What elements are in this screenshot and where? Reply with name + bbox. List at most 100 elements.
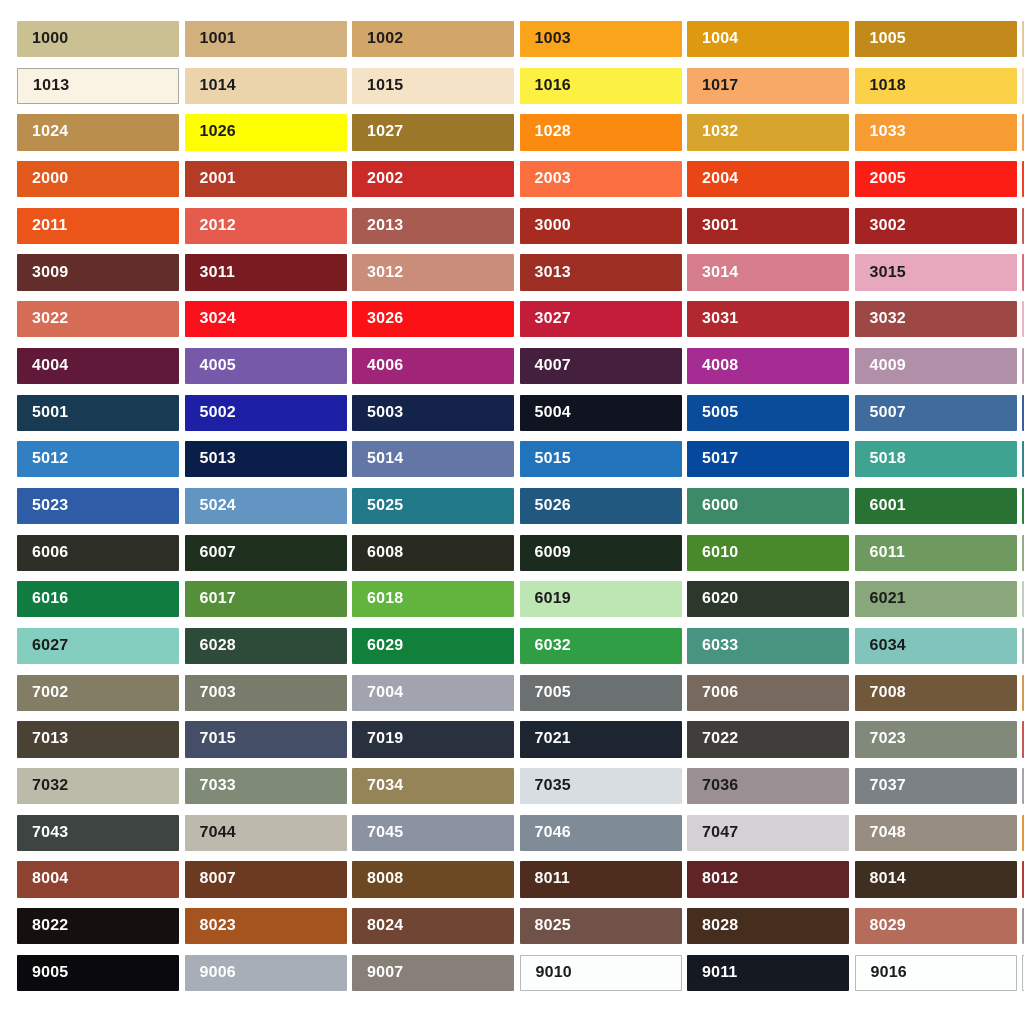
color-swatch-8008[interactable]: 8008 (352, 861, 514, 898)
color-swatch-6010[interactable]: 6010 (687, 534, 849, 571)
color-swatch-6017[interactable]: 6017 (184, 581, 347, 618)
color-swatch-8011[interactable]: 8011 (519, 861, 682, 898)
color-swatch-2001[interactable]: 2001 (184, 161, 347, 198)
color-swatch-6027[interactable]: 6027 (17, 627, 179, 665)
color-swatch-3027[interactable]: 3027 (519, 301, 682, 338)
color-swatch-5013[interactable]: 5013 (184, 441, 347, 478)
color-swatch-7046[interactable]: 7046 (519, 814, 682, 851)
color-swatch-2005[interactable]: 2005 (854, 161, 1017, 198)
color-swatch-partial[interactable] (1022, 161, 1024, 198)
color-swatch-1018[interactable]: 1018 (854, 67, 1017, 104)
color-swatch-7048[interactable]: 7048 (854, 814, 1017, 851)
color-swatch-partial[interactable] (1022, 861, 1024, 898)
color-swatch-7045[interactable]: 7045 (352, 814, 514, 851)
color-swatch-8014[interactable]: 8014 (854, 861, 1017, 898)
color-swatch-7022[interactable]: 7022 (687, 721, 849, 758)
color-swatch-partial[interactable] (1022, 768, 1024, 805)
color-swatch-7004[interactable]: 7004 (352, 674, 514, 711)
color-swatch-partial[interactable] (1022, 581, 1024, 618)
color-swatch-partial[interactable] (1022, 674, 1024, 711)
color-swatch-3013[interactable]: 3013 (519, 254, 682, 291)
color-swatch-1000[interactable]: 1000 (17, 21, 179, 58)
color-swatch-7036[interactable]: 7036 (687, 768, 849, 805)
color-swatch-8023[interactable]: 8023 (184, 908, 347, 945)
color-swatch-7023[interactable]: 7023 (854, 721, 1017, 758)
color-swatch-6001[interactable]: 6001 (854, 487, 1017, 525)
color-swatch-6034[interactable]: 6034 (854, 627, 1017, 665)
color-swatch-5001[interactable]: 5001 (17, 394, 179, 431)
color-swatch-5007[interactable]: 5007 (854, 394, 1017, 431)
color-swatch-5018[interactable]: 5018 (854, 441, 1017, 478)
color-swatch-1017[interactable]: 1017 (687, 67, 849, 104)
color-swatch-3022[interactable]: 3022 (17, 301, 179, 338)
color-swatch-6016[interactable]: 6016 (17, 581, 179, 618)
color-swatch-6018[interactable]: 6018 (352, 581, 514, 618)
color-swatch-1016[interactable]: 1016 (519, 67, 682, 104)
color-swatch-6000[interactable]: 6000 (687, 487, 849, 525)
color-swatch-9007[interactable]: 9007 (352, 954, 514, 991)
color-swatch-partial[interactable] (1022, 114, 1024, 151)
color-swatch-partial[interactable] (1022, 721, 1024, 758)
color-swatch-8004[interactable]: 8004 (17, 861, 179, 898)
color-swatch-8029[interactable]: 8029 (854, 908, 1017, 945)
color-swatch-1032[interactable]: 1032 (687, 114, 849, 151)
color-swatch-7033[interactable]: 7033 (184, 768, 347, 805)
color-swatch-3026[interactable]: 3026 (352, 301, 514, 338)
color-swatch-6006[interactable]: 6006 (17, 534, 179, 571)
color-swatch-7008[interactable]: 7008 (854, 674, 1017, 711)
color-swatch-7013[interactable]: 7013 (17, 721, 179, 758)
color-swatch-7002[interactable]: 7002 (17, 674, 179, 711)
color-swatch-9016[interactable]: 9016 (854, 954, 1017, 991)
color-swatch-6019[interactable]: 6019 (519, 581, 682, 618)
color-swatch-partial[interactable] (1022, 347, 1024, 384)
color-swatch-5023[interactable]: 5023 (17, 487, 179, 525)
color-swatch-6029[interactable]: 6029 (352, 627, 514, 665)
color-swatch-1003[interactable]: 1003 (519, 21, 682, 58)
color-swatch-partial[interactable] (1022, 254, 1024, 291)
color-swatch-3009[interactable]: 3009 (17, 254, 179, 291)
color-swatch-9005[interactable]: 9005 (17, 954, 179, 991)
color-swatch-3014[interactable]: 3014 (687, 254, 849, 291)
color-swatch-partial[interactable] (1022, 207, 1024, 244)
color-swatch-1026[interactable]: 1026 (184, 114, 347, 151)
color-swatch-2013[interactable]: 2013 (352, 207, 514, 244)
color-swatch-7037[interactable]: 7037 (854, 768, 1017, 805)
color-swatch-5025[interactable]: 5025 (352, 487, 514, 525)
color-swatch-5003[interactable]: 5003 (352, 394, 514, 431)
color-swatch-2003[interactable]: 2003 (519, 161, 682, 198)
color-swatch-8007[interactable]: 8007 (184, 861, 347, 898)
color-swatch-7019[interactable]: 7019 (352, 721, 514, 758)
color-swatch-8012[interactable]: 8012 (687, 861, 849, 898)
color-swatch-partial[interactable] (1022, 534, 1024, 571)
color-swatch-1028[interactable]: 1028 (519, 114, 682, 151)
color-swatch-6009[interactable]: 6009 (519, 534, 682, 571)
color-swatch-partial[interactable] (1022, 908, 1024, 945)
color-swatch-3000[interactable]: 3000 (519, 207, 682, 244)
color-swatch-7035[interactable]: 7035 (519, 768, 682, 805)
color-swatch-partial[interactable] (1022, 627, 1024, 665)
color-swatch-8028[interactable]: 8028 (687, 908, 849, 945)
color-swatch-5014[interactable]: 5014 (352, 441, 514, 478)
color-swatch-1013[interactable]: 1013 (17, 67, 179, 104)
color-swatch-7003[interactable]: 7003 (184, 674, 347, 711)
color-swatch-3015[interactable]: 3015 (854, 254, 1017, 291)
color-swatch-1005[interactable]: 1005 (854, 21, 1017, 58)
color-swatch-4007[interactable]: 4007 (519, 347, 682, 384)
color-swatch-7021[interactable]: 7021 (519, 721, 682, 758)
color-swatch-2000[interactable]: 2000 (17, 161, 179, 198)
color-swatch-1001[interactable]: 1001 (184, 21, 347, 58)
color-swatch-partial[interactable] (1022, 441, 1024, 478)
color-swatch-5004[interactable]: 5004 (519, 394, 682, 431)
color-swatch-1014[interactable]: 1014 (184, 67, 347, 104)
color-swatch-partial[interactable] (1022, 814, 1024, 851)
color-swatch-partial[interactable] (1022, 21, 1024, 58)
color-swatch-3012[interactable]: 3012 (352, 254, 514, 291)
color-swatch-3002[interactable]: 3002 (854, 207, 1017, 244)
color-swatch-7006[interactable]: 7006 (687, 674, 849, 711)
color-swatch-4005[interactable]: 4005 (184, 347, 347, 384)
color-swatch-5026[interactable]: 5026 (519, 487, 682, 525)
color-swatch-5015[interactable]: 5015 (519, 441, 682, 478)
color-swatch-5012[interactable]: 5012 (17, 441, 179, 478)
color-swatch-7047[interactable]: 7047 (687, 814, 849, 851)
color-swatch-6032[interactable]: 6032 (519, 627, 682, 665)
